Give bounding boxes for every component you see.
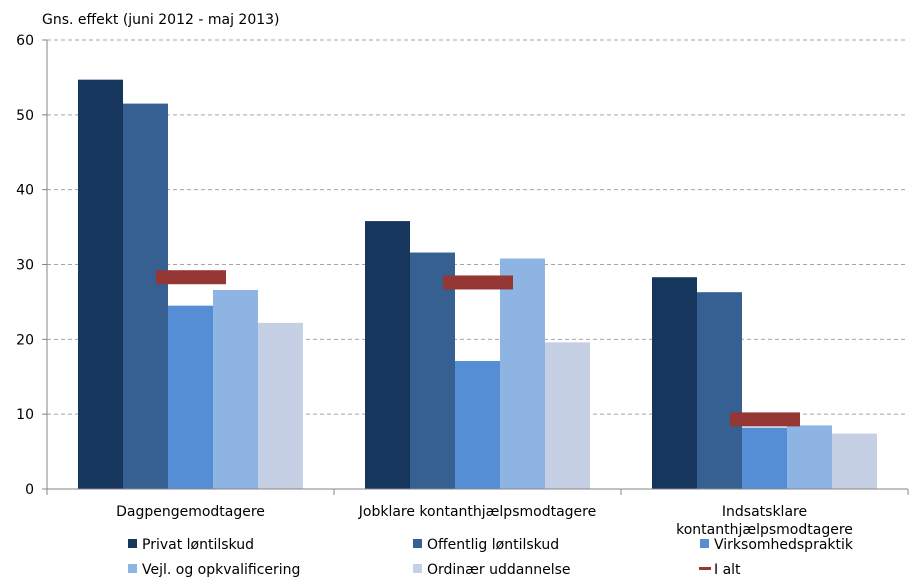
legend-label: Virksomhedspraktik xyxy=(714,537,854,553)
y-tick-label: 0 xyxy=(25,482,34,498)
y-tick-label: 40 xyxy=(16,183,34,199)
bar xyxy=(545,342,590,489)
bar xyxy=(213,289,258,489)
legend-swatch xyxy=(700,539,709,548)
bar xyxy=(365,221,410,489)
total-marker xyxy=(730,412,800,427)
legend-label: Privat løntilskud xyxy=(142,537,254,553)
legend-swatch xyxy=(699,567,711,570)
legend-swatch xyxy=(128,539,137,548)
bar xyxy=(123,103,168,489)
legend-label: Ordinær uddannelse xyxy=(427,562,571,578)
bar xyxy=(832,433,877,489)
y-tick-label: 20 xyxy=(16,332,34,348)
bar xyxy=(500,258,545,489)
bar xyxy=(652,277,697,489)
category-label: Indsatsklare xyxy=(722,504,807,520)
bar xyxy=(78,79,123,489)
bar xyxy=(168,305,213,489)
y-tick-label: 10 xyxy=(16,407,34,423)
bar xyxy=(258,322,303,489)
bar xyxy=(455,361,500,489)
legend-swatch xyxy=(413,539,422,548)
legend-swatch xyxy=(413,564,422,573)
legend-swatch xyxy=(128,564,137,573)
bars xyxy=(78,79,877,489)
y-tick-label: 50 xyxy=(16,108,34,124)
category-label: Jobklare kontanthjælpsmodtagere xyxy=(358,504,596,520)
total-marker xyxy=(443,275,513,290)
bar xyxy=(742,427,787,489)
legend-label: Vejl. og opkvalificering xyxy=(142,562,300,578)
bar xyxy=(787,425,832,489)
y-tick-label: 60 xyxy=(16,33,34,49)
y-axis-label: Gns. effekt (juni 2012 - maj 2013) xyxy=(42,12,280,28)
category-label: kontanthjælpsmodtagere xyxy=(676,522,853,538)
y-tick-label: 30 xyxy=(16,258,34,274)
total-markers xyxy=(156,270,800,427)
legend-label: I alt xyxy=(714,562,741,578)
category-label: Dagpengemodtagere xyxy=(116,504,265,520)
bar xyxy=(410,252,455,489)
total-marker xyxy=(156,270,226,285)
legend: Privat løntilskud Offentlig løntilskud Vir… xyxy=(128,537,854,578)
bar xyxy=(697,292,742,489)
axes: 0 10 20 30 40 50 60 Dagpengemodtagere Jobklare k… xyxy=(16,33,909,538)
legend-label: Offentlig løntilskud xyxy=(427,537,559,553)
